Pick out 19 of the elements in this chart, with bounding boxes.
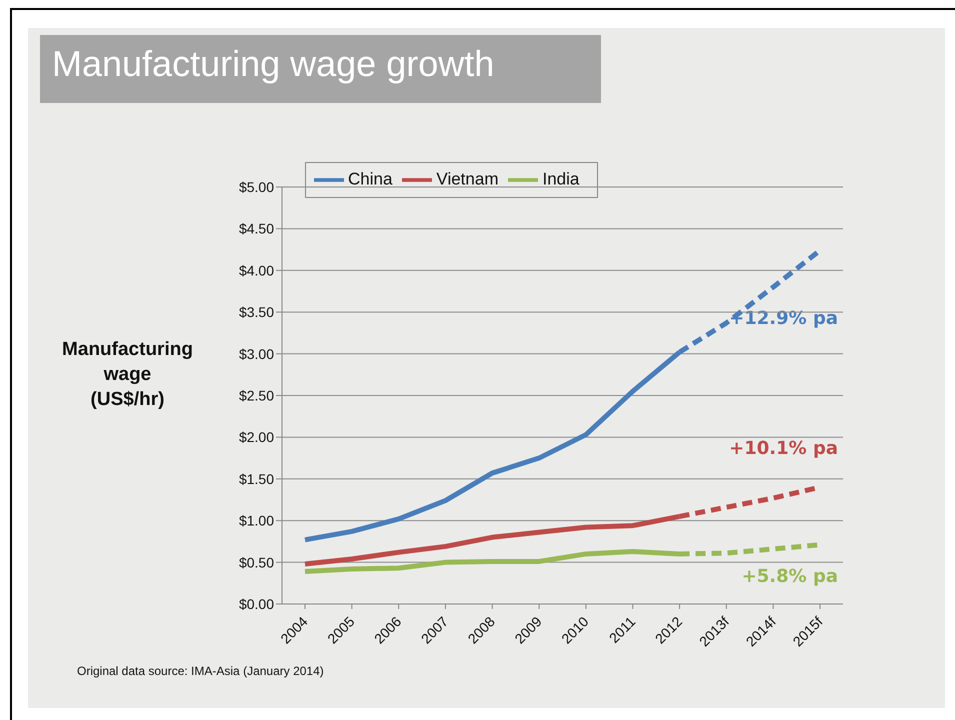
y-tick-label: $4.50 <box>238 220 274 237</box>
y-tick-label: $5.00 <box>238 178 274 195</box>
y-tick-label: $1.50 <box>238 470 274 487</box>
legend-label: China <box>348 169 392 188</box>
y-tick-label: $0.50 <box>238 554 274 570</box>
annotation: +5.8% pa <box>742 566 838 587</box>
y-tick-label: $3.00 <box>238 346 274 362</box>
y-tick-label: $3.50 <box>238 304 274 320</box>
y-axis-title: Manufacturing wage (US$/hr) <box>61 338 194 412</box>
text: Original data source: IMA-Asia (January 2014) <box>77 664 324 678</box>
legend-label: Vietnam <box>436 169 498 188</box>
y-tick-label: $0.00 <box>238 596 274 612</box>
y-tick-label: $2.50 <box>238 387 274 404</box>
y-tick-label: $1.00 <box>238 512 274 529</box>
y-tick-label: $2.00 <box>238 429 274 446</box>
y-tick-label: $4.00 <box>238 262 274 278</box>
annotation: +10.1% pa <box>729 438 838 459</box>
chart-title: Manufacturing wage growth <box>40 35 601 103</box>
legend-label: India <box>542 169 580 188</box>
